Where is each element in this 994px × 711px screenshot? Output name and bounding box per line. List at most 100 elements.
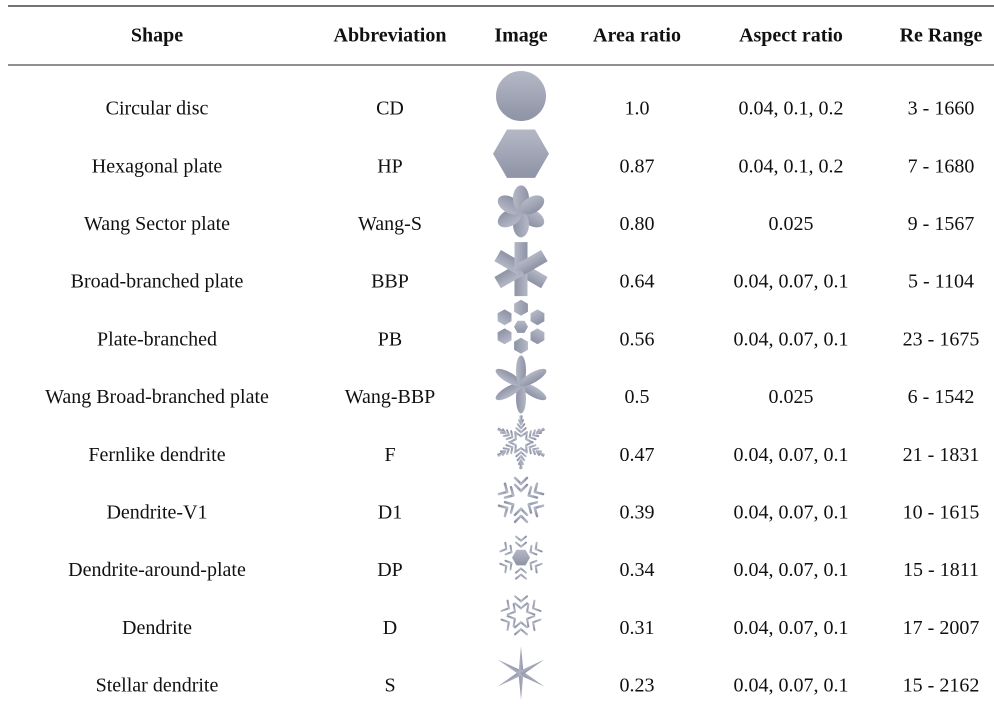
branch bbox=[517, 249, 548, 275]
stroke bbox=[534, 562, 543, 568]
shape-image bbox=[496, 530, 546, 586]
stroke bbox=[504, 565, 508, 574]
petal bbox=[495, 382, 523, 401]
stroke bbox=[510, 446, 514, 455]
stroke bbox=[519, 514, 529, 524]
stroke bbox=[497, 427, 523, 445]
spike bbox=[519, 659, 545, 676]
stroke bbox=[514, 628, 522, 636]
table-cell: D bbox=[383, 617, 397, 639]
arm bbox=[520, 195, 545, 215]
table-cell: 0.04, 0.07, 0.1 bbox=[734, 501, 849, 523]
table-cell: 0.34 bbox=[620, 559, 655, 581]
arm bbox=[514, 415, 528, 445]
table-cell: Wang Broad-branched plate bbox=[45, 386, 269, 408]
table-cell: 15 - 2162 bbox=[903, 675, 980, 697]
table-cell: Wang Sector plate bbox=[84, 213, 230, 235]
arm bbox=[519, 309, 545, 329]
table-cell: Dendrite-V1 bbox=[106, 501, 207, 523]
shape-image bbox=[497, 299, 545, 354]
spike bbox=[497, 659, 523, 676]
petal bbox=[516, 355, 526, 386]
stroke bbox=[533, 504, 545, 510]
arm bbox=[497, 482, 523, 502]
table-cell: Broad-branched plate bbox=[71, 271, 244, 293]
stroke bbox=[503, 482, 509, 494]
arm bbox=[519, 498, 545, 518]
stroke bbox=[526, 615, 536, 620]
arm bbox=[497, 498, 523, 518]
table-cell: F bbox=[384, 444, 395, 466]
stroke bbox=[539, 452, 545, 457]
spike bbox=[519, 670, 545, 687]
stroke bbox=[506, 599, 510, 610]
stroke bbox=[509, 485, 515, 497]
arm bbox=[516, 383, 526, 414]
stroke bbox=[535, 431, 543, 435]
shape-image bbox=[497, 646, 545, 700]
stroke bbox=[513, 514, 523, 524]
table-cell: 6 - 1542 bbox=[908, 386, 975, 408]
header-cell: Re Range bbox=[900, 25, 983, 47]
stroke bbox=[529, 551, 538, 556]
stroke bbox=[515, 573, 522, 580]
stroke bbox=[520, 602, 528, 610]
table-cell: 3 - 1660 bbox=[908, 98, 975, 120]
stroke bbox=[527, 500, 539, 506]
stroke bbox=[520, 628, 528, 636]
arm bbox=[513, 473, 529, 502]
table-cell: Fernlike dendrite bbox=[88, 444, 225, 466]
stroke bbox=[514, 444, 517, 454]
table-cell: 0.04, 0.07, 0.1 bbox=[734, 328, 849, 350]
stroke bbox=[497, 427, 503, 433]
shape-image bbox=[496, 71, 546, 121]
arm bbox=[515, 530, 527, 560]
stroke bbox=[505, 444, 514, 449]
table-cell: PB bbox=[378, 328, 402, 350]
table-cell: 0.04, 0.1, 0.2 bbox=[739, 155, 844, 177]
arm bbox=[519, 325, 545, 345]
stroke bbox=[499, 548, 508, 553]
arm bbox=[519, 659, 545, 676]
arm bbox=[497, 309, 523, 329]
arm bbox=[514, 325, 528, 354]
arm bbox=[497, 599, 523, 617]
arm bbox=[519, 368, 547, 387]
stroke bbox=[519, 556, 546, 573]
petal bbox=[519, 368, 547, 387]
stroke bbox=[515, 427, 522, 434]
arm bbox=[497, 670, 523, 687]
table-cell: 0.31 bbox=[620, 617, 655, 639]
stroke bbox=[520, 451, 527, 458]
stroke bbox=[528, 430, 532, 439]
stroke bbox=[520, 419, 524, 426]
table-cell: 5 - 1104 bbox=[908, 271, 974, 293]
arm bbox=[497, 440, 523, 457]
stroke bbox=[519, 483, 529, 493]
arm bbox=[496, 556, 523, 574]
stroke bbox=[514, 621, 522, 629]
table-cell: HP bbox=[377, 155, 403, 177]
stroke bbox=[512, 603, 516, 613]
stroke bbox=[516, 455, 522, 462]
stroke bbox=[504, 541, 508, 551]
stroke bbox=[520, 535, 527, 542]
stroke bbox=[533, 482, 539, 494]
table-cell: 15 - 1811 bbox=[903, 559, 979, 581]
arm bbox=[516, 355, 526, 386]
stroke bbox=[529, 544, 533, 554]
stroke bbox=[520, 541, 527, 548]
hexagon bbox=[530, 309, 545, 326]
stroke bbox=[506, 429, 510, 437]
stroke bbox=[510, 430, 514, 439]
table-cell: 0.04, 0.1, 0.2 bbox=[739, 98, 844, 120]
stroke bbox=[519, 498, 545, 514]
header-cell: Abbreviation bbox=[334, 25, 447, 47]
stroke bbox=[504, 551, 513, 556]
arm bbox=[514, 440, 528, 470]
hexagon bbox=[514, 337, 528, 354]
stroke bbox=[532, 607, 542, 612]
table-cell: 0.5 bbox=[625, 386, 650, 408]
stroke bbox=[534, 548, 543, 553]
stroke bbox=[520, 447, 528, 454]
